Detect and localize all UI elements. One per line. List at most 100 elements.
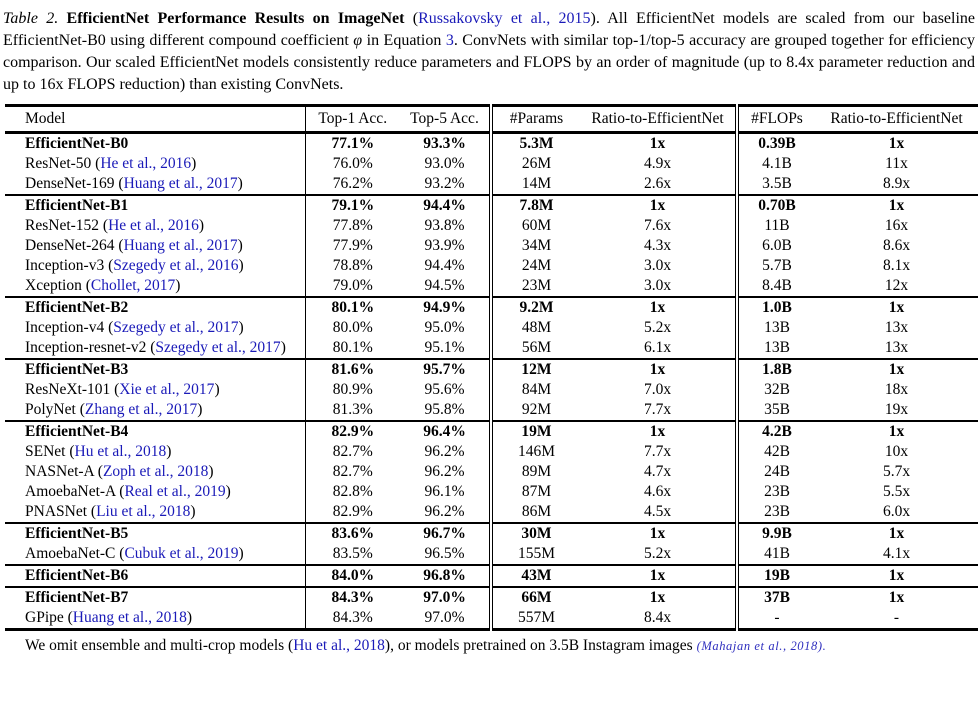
params-ratio-cell: 6.1x bbox=[643, 339, 672, 356]
top1-cell: 82.9% bbox=[304, 502, 400, 523]
citation-link[interactable]: Zoph et al., 2018 bbox=[102, 463, 209, 480]
params-cell: 34M bbox=[489, 236, 580, 256]
citation-link[interactable]: Huang et al., 2017 bbox=[123, 175, 238, 192]
params-ratio-cell: 7.7x bbox=[643, 443, 672, 460]
params-cell: 56M bbox=[489, 338, 580, 359]
flops-ratio-cell: 4.1x bbox=[882, 545, 911, 562]
flops-cell: 41B bbox=[735, 544, 815, 565]
citation-link[interactable]: Huang et al., 2018 bbox=[72, 609, 187, 626]
table-row: PolyNet (Zhang et al., 2017) 81.3% 95.8% 92… bbox=[5, 400, 978, 421]
citation-link[interactable]: Real et al., 2019 bbox=[124, 483, 226, 500]
footnote-text: ), or models pretrained on 3.5B Instagra… bbox=[384, 637, 697, 654]
top5-cell: 95.7% bbox=[400, 358, 491, 380]
table-row: AmoebaNet-C (Cubuk et al., 2019) 83.5% 96.… bbox=[5, 544, 978, 565]
footnote-citation-link[interactable]: Hu et al., 2018 bbox=[293, 637, 385, 654]
top5-cell: 95.6% bbox=[424, 381, 465, 398]
column-header-model: Model bbox=[5, 104, 305, 134]
flops-ratio-cell: 12x bbox=[884, 277, 909, 294]
params-cell: 92M bbox=[489, 400, 580, 421]
citation-link[interactable]: Szegedy et al., 2017 bbox=[113, 319, 239, 336]
flops-ratio-cell: 8.9x bbox=[882, 175, 911, 192]
citation-link[interactable]: Xie et al., 2017 bbox=[119, 381, 215, 398]
caption-text: in Equation bbox=[362, 32, 446, 49]
model-cell: AmoebaNet-C (Cubuk et al., 2019) bbox=[25, 545, 244, 562]
citation-link[interactable]: Hu et al., 2018 bbox=[74, 443, 167, 460]
citation-link[interactable]: He et al., 2016 bbox=[100, 155, 192, 172]
model-cell: GPipe (Huang et al., 2018) bbox=[5, 608, 305, 631]
top5-cell: 95.8% bbox=[424, 401, 465, 418]
top1-cell: 79.0% bbox=[304, 276, 400, 297]
table-row: AmoebaNet-A (Real et al., 2019) 82.8% 96.1… bbox=[5, 482, 978, 502]
top1-cell: 84.0% bbox=[304, 564, 400, 587]
flops-cell: 13B bbox=[735, 318, 815, 338]
top1-cell: 81.6% bbox=[304, 358, 400, 380]
model-cell: EfficientNet-B7 bbox=[5, 586, 305, 608]
params-cell: 7.8M bbox=[489, 194, 580, 216]
flops-cell: 6.0B bbox=[735, 236, 815, 256]
params-cell: 48M bbox=[489, 318, 580, 338]
top1-cell: 82.9% bbox=[304, 420, 400, 442]
top5-cell: 96.5% bbox=[424, 545, 465, 562]
top1-cell: 82.7% bbox=[304, 442, 400, 462]
top1-cell: 76.2% bbox=[304, 174, 400, 195]
top5-cell: 97.0% bbox=[400, 586, 491, 608]
model-name: Inception-resnet-v2 bbox=[25, 339, 147, 356]
citation-link[interactable]: Chollet, 2017 bbox=[90, 277, 176, 294]
caption-text: ( bbox=[404, 10, 419, 27]
top1-cell: 79.1% bbox=[304, 194, 400, 216]
flops-ratio-cell: 1x bbox=[815, 564, 978, 587]
model-cell: EfficientNet-B1 bbox=[5, 194, 305, 216]
params-ratio-cell: 1x bbox=[580, 522, 737, 544]
model-cell: DenseNet-264 (Huang et al., 2017) bbox=[25, 237, 243, 254]
column-header-params: #Params bbox=[489, 104, 580, 134]
caption-title: EfficientNet Performance Results on Imag… bbox=[58, 10, 405, 27]
params-cell: 87M bbox=[489, 482, 580, 502]
top5-cell: 93.9% bbox=[424, 237, 465, 254]
top1-cell: 83.6% bbox=[304, 522, 400, 544]
table-row: EfficientNet-B1 79.1% 94.4% 7.8M 1x 0.70B 1x bbox=[5, 194, 978, 216]
caption-citation-link[interactable]: Russakovsky et al., 2015 bbox=[418, 10, 591, 27]
params-ratio-cell: 1x bbox=[580, 296, 737, 318]
top1-cell: 80.0% bbox=[304, 318, 400, 338]
equation-ref-link[interactable]: 3 bbox=[445, 32, 454, 49]
model-cell: PNASNet (Liu et al., 2018) bbox=[25, 503, 196, 520]
table-row: Inception-resnet-v2 (Szegedy et al., 201… bbox=[5, 338, 978, 359]
flops-cell: 23B bbox=[735, 502, 815, 523]
params-cell: 60M bbox=[489, 216, 580, 236]
column-header-flops: #FLOPs bbox=[735, 104, 815, 134]
citation-link[interactable]: Szegedy et al., 2017 bbox=[155, 339, 281, 356]
table-row: DenseNet-169 (Huang et al., 2017) 76.2% 93… bbox=[5, 174, 978, 195]
model-cell: NASNet-A (Zoph et al., 2018) bbox=[25, 463, 214, 480]
table-row: EfficientNet-B4 82.9% 96.4% 19M 1x 4.2B 1x bbox=[5, 420, 978, 442]
params-ratio-cell: 1x bbox=[580, 564, 737, 587]
flops-cell: 9.9B bbox=[735, 522, 815, 544]
table-row: DenseNet-264 (Huang et al., 2017) 77.9% 93… bbox=[5, 236, 978, 256]
params-cell: 26M bbox=[489, 154, 580, 174]
top1-cell: 80.1% bbox=[304, 296, 400, 318]
footnote-citation-link-garbled[interactable]: (Mahajan et al., 2018). bbox=[696, 639, 827, 653]
citation-link[interactable]: He et al., 2016 bbox=[108, 217, 199, 234]
model-name: EfficientNet-B6 bbox=[25, 567, 129, 584]
model-name: DenseNet-264 bbox=[25, 237, 115, 254]
params-cell: 146M bbox=[489, 442, 580, 462]
efficientnet-results-table: Model Top-1 Acc. Top-5 Acc. #Params Rati… bbox=[5, 104, 978, 631]
model-cell: Xception (Chollet, 2017) bbox=[25, 277, 181, 294]
table-row: NASNet-A (Zoph et al., 2018) 82.7% 96.2% 89… bbox=[5, 462, 978, 482]
top1-cell: 76.0% bbox=[304, 154, 400, 174]
model-name: ResNeXt-101 bbox=[25, 381, 111, 398]
flops-ratio-cell: 18x bbox=[884, 381, 909, 398]
citation-link[interactable]: Liu et al., 2018 bbox=[96, 503, 191, 520]
model-cell: PolyNet (Zhang et al., 2017) bbox=[25, 401, 203, 418]
flops-cell: 4.1B bbox=[735, 154, 815, 174]
citation-link[interactable]: Cubuk et al., 2019 bbox=[124, 545, 239, 562]
citation-link[interactable]: Huang et al., 2017 bbox=[123, 237, 238, 254]
params-ratio-cell: 1x bbox=[580, 586, 737, 608]
citation-link[interactable]: Szegedy et al., 2016 bbox=[113, 257, 239, 274]
model-cell: EfficientNet-B5 bbox=[5, 522, 305, 544]
top1-cell: 82.8% bbox=[304, 482, 400, 502]
params-cell: 66M bbox=[489, 586, 580, 608]
flops-cell: 8.4B bbox=[735, 276, 815, 297]
model-name: EfficientNet-B1 bbox=[25, 197, 129, 214]
citation-link[interactable]: Zhang et al., 2017 bbox=[84, 401, 198, 418]
params-cell: 24M bbox=[489, 256, 580, 276]
